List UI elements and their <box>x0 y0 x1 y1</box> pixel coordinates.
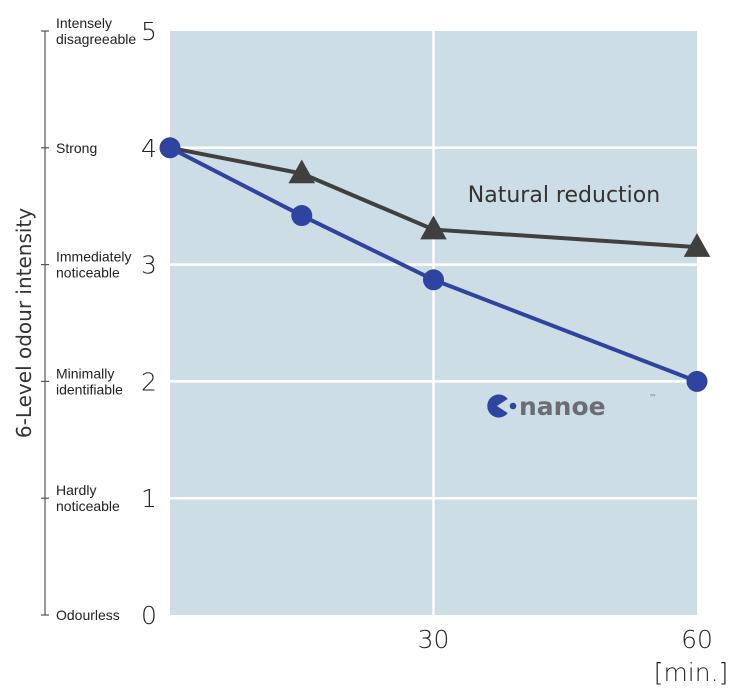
level-label: Hardly noticeable <box>56 482 120 514</box>
level-label: Intensely disagreeable <box>56 15 136 47</box>
series-line <box>169 145 698 250</box>
natural-reduction-annotation: Natural reduction <box>468 183 660 208</box>
grid-lines <box>170 31 697 615</box>
circle-marker <box>686 370 708 392</box>
circle-marker <box>159 137 181 159</box>
circle-marker <box>291 205 313 227</box>
y-tick-label: 3 <box>141 251 157 280</box>
x-unit-label: [min.] <box>654 658 729 687</box>
nanoe-logo-dot-icon <box>509 402 517 410</box>
nanoe-logo-mark-icon <box>487 394 508 418</box>
y-tick-label: 0 <box>141 601 157 630</box>
y-tick-labels: 0 1 2 3 4 5 <box>141 17 157 630</box>
x-tick-label: 60 <box>681 625 713 654</box>
nanoe-trademark: ™ <box>649 393 657 402</box>
series-group <box>159 137 711 392</box>
y-tick-label: 1 <box>141 484 157 513</box>
level-labels: Intensely disagreeable Strong Immediately no… <box>41 15 136 623</box>
series-line <box>169 146 698 384</box>
nanoe-logo: nanoe ™ <box>487 392 657 421</box>
circle-marker <box>423 269 444 291</box>
level-label: Odourless <box>56 607 120 623</box>
level-label: Immediately noticeable <box>56 249 131 281</box>
y-axis-label: 6-Level odour intensity <box>12 208 36 438</box>
level-label: Strong <box>56 140 97 156</box>
x-tick-label: 30 <box>418 625 450 654</box>
nanoe-logo-text: nanoe <box>519 392 606 421</box>
x-tick-labels: 30 60 <box>418 625 713 654</box>
y-tick-label: 5 <box>141 17 157 46</box>
triangle-marker <box>420 215 447 240</box>
level-label: Minimally identifiable <box>56 365 123 397</box>
y-tick-label: 2 <box>141 367 157 396</box>
triangle-marker <box>288 159 316 184</box>
y-tick-label: 4 <box>141 134 157 163</box>
triangle-marker <box>683 233 711 257</box>
